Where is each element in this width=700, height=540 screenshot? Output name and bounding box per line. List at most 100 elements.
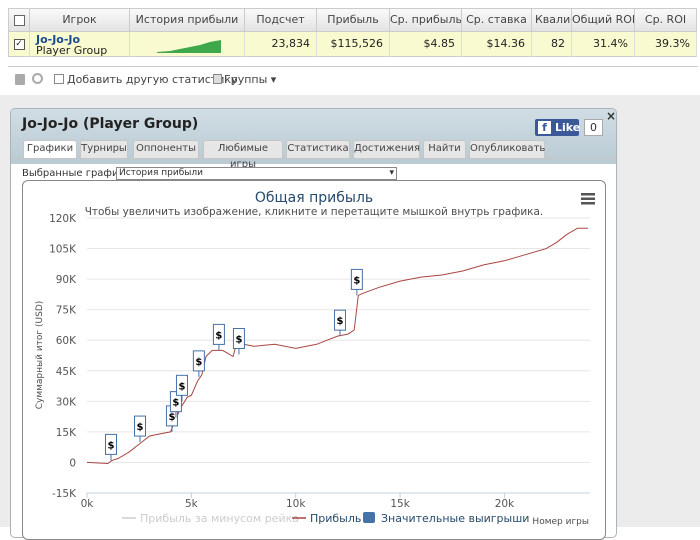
separator <box>8 66 698 67</box>
y-tick-label: 0 <box>69 457 76 469</box>
legend-label: Прибыль <box>310 512 361 525</box>
cell: 82 <box>532 32 572 57</box>
x-tick-label: 20k <box>495 498 515 510</box>
cell: 39.3% <box>635 32 697 57</box>
significant-win-flag: $ <box>212 323 225 351</box>
flag-label: $ <box>172 398 179 409</box>
chart-subtitle: Чтобы увеличить изображение, кликните и … <box>85 206 544 218</box>
profit-line <box>86 227 588 465</box>
tab[interactable]: Найти <box>423 140 466 158</box>
flag-label: $ <box>215 330 222 341</box>
significant-win-flag: $ <box>333 309 346 337</box>
significant-win-flag: $ <box>175 374 188 402</box>
column-header[interactable]: Подсчет <box>245 8 317 32</box>
significant-win-flag: $ <box>134 415 147 443</box>
tab[interactable]: Статистика <box>286 140 350 158</box>
legend-swatch <box>363 512 375 523</box>
tab[interactable]: Достижения <box>353 140 420 158</box>
column-header[interactable]: Ср. ставка <box>462 8 532 32</box>
chart-title: Общая прибыль <box>255 190 373 206</box>
refresh-icon[interactable] <box>32 73 43 84</box>
cell: $14.36 <box>462 32 532 57</box>
y-tick-label: 30K <box>56 396 77 408</box>
player-cell: Jo-Jo-Jo Player Group <box>30 32 130 57</box>
column-header[interactable]: Прибыль <box>317 8 390 32</box>
menu-icon[interactable] <box>581 193 595 205</box>
panel-title: Jo-Jo-Jo (Player Group) <box>22 116 199 132</box>
x-axis-title: Номер игры <box>532 517 589 527</box>
facebook-icon: f <box>538 121 551 134</box>
flag-label: $ <box>353 275 360 286</box>
x-tick-label: 15k <box>390 498 410 510</box>
tab-line <box>11 158 616 159</box>
tab-active[interactable]: Графики <box>23 140 77 159</box>
tab[interactable]: Оппоненты <box>133 140 199 158</box>
select-value[interactable]: История прибыли <box>119 168 203 178</box>
y-axis-title: Суммарный итог (USD) <box>35 301 45 410</box>
flag-label: $ <box>108 440 115 451</box>
flag-box <box>192 350 205 372</box>
flag-box <box>333 309 346 331</box>
significant-win-flag: $ <box>169 391 182 418</box>
flag-box <box>212 323 225 345</box>
flag-box <box>105 433 118 455</box>
header-checkbox-cell[interactable] <box>8 8 30 32</box>
player-group: Player Group <box>36 44 108 57</box>
select-label: Выбранные графики: <box>22 168 135 179</box>
x-tick-label: 10k <box>286 498 306 510</box>
column-header[interactable]: Игрок <box>30 8 130 32</box>
significant-win-flag: $ <box>350 268 363 296</box>
row-checkbox[interactable]: ✓ <box>8 32 30 57</box>
y-tick-label: 45K <box>56 366 77 378</box>
y-tick-label: 15K <box>56 427 77 439</box>
legend-label: Прибыль за минусом рейка <box>140 512 299 525</box>
y-tick-label: -15K <box>52 488 77 500</box>
add-statistic-button[interactable]: Добавить другую статистику <box>67 73 238 86</box>
flag-label: $ <box>336 316 343 327</box>
column-header[interactable]: История прибыли <box>130 8 245 32</box>
y-tick-label: 75K <box>56 305 77 317</box>
groups-label[interactable]: Группы <box>224 73 268 86</box>
flag-box <box>232 327 245 349</box>
cell: 23,834 <box>245 32 317 57</box>
y-tick-label: 105K <box>49 244 77 256</box>
flag-label: $ <box>235 334 242 345</box>
cell: $4.85 <box>390 32 462 57</box>
x-tick-label: 5k <box>185 498 199 510</box>
column-header[interactable]: Общий ROI <box>572 8 635 32</box>
x-tick-label: 0k <box>81 498 95 510</box>
significant-win-flag: $ <box>232 327 245 355</box>
tab[interactable]: Турниры <box>80 140 128 158</box>
chart-select[interactable]: История прибыли ▾ <box>116 167 397 180</box>
player-name[interactable]: Jo-Jo-Jo <box>36 33 81 46</box>
delete-icon[interactable] <box>15 74 25 85</box>
column-header[interactable]: Ср. ROI <box>635 8 697 32</box>
y-tick-label: 120K <box>49 213 77 225</box>
sparkline-cell <box>130 32 245 57</box>
chart-frame <box>22 180 606 540</box>
column-header[interactable]: Ср. прибыль <box>390 8 462 32</box>
groups-button[interactable]: Группы ▾ <box>224 73 277 86</box>
flag-label: $ <box>137 422 144 433</box>
y-tick-label: 90K <box>56 274 77 286</box>
legend-label: Значительные выигрыши <box>381 512 529 525</box>
flag-box <box>169 391 182 413</box>
tab[interactable]: Любимые игры <box>203 140 283 170</box>
page: Игрок История прибыли Подсчет Прибыль Ср… <box>0 8 700 540</box>
column-header[interactable]: Квалиф <box>532 8 572 32</box>
flag-box <box>350 268 363 290</box>
tab[interactable]: Опубликовать <box>469 140 545 158</box>
groups-icon[interactable] <box>213 74 222 84</box>
like-count: 0 <box>584 119 603 136</box>
significant-win-flag: $ <box>192 350 205 377</box>
y-tick-label: 60K <box>56 335 77 347</box>
flag-label: $ <box>168 412 175 423</box>
significant-win-flag: $ <box>105 433 118 461</box>
flag-box <box>134 415 147 437</box>
add-icon[interactable] <box>54 74 64 84</box>
sparkline <box>157 40 221 53</box>
close-button[interactable]: × <box>606 109 617 123</box>
cell: $115,526 <box>317 32 390 57</box>
flag-label: $ <box>178 381 185 392</box>
